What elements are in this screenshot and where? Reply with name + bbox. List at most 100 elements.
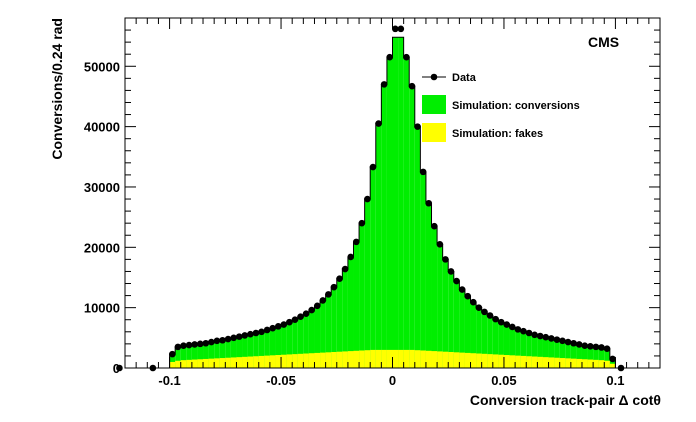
conversions-bar xyxy=(481,311,488,368)
data-point xyxy=(492,315,499,323)
data-point xyxy=(408,82,416,90)
data-point xyxy=(258,328,265,336)
data-point xyxy=(542,333,550,341)
fakes-bar xyxy=(498,354,504,368)
conversions-bar xyxy=(381,84,387,369)
data-point xyxy=(564,338,572,346)
fakes-bar xyxy=(336,351,343,368)
data-point xyxy=(391,25,399,33)
data-point xyxy=(252,329,260,337)
data-point xyxy=(425,199,433,207)
data-point xyxy=(587,342,594,350)
fakes-bar xyxy=(442,351,449,368)
conversions-bar xyxy=(542,337,549,368)
fakes-bar xyxy=(403,349,410,368)
fakes-bar xyxy=(386,349,393,368)
fakes-bar xyxy=(375,349,382,368)
fakes-bar xyxy=(398,349,404,368)
fakes-bar xyxy=(353,350,360,368)
data-point xyxy=(464,292,472,300)
conversions-bar xyxy=(581,345,588,368)
conversions-bar xyxy=(308,310,315,368)
fakes-bar xyxy=(481,353,488,368)
data-point xyxy=(386,53,394,61)
data-point xyxy=(481,308,488,316)
fakes-bar xyxy=(515,355,521,368)
fakes-bar xyxy=(470,353,477,368)
data-point xyxy=(208,338,215,346)
data-point xyxy=(497,318,505,326)
data-point xyxy=(559,337,566,345)
fakes-bar xyxy=(219,358,226,368)
data-point xyxy=(609,355,616,363)
conversions-bar xyxy=(470,302,477,368)
fakes-bar xyxy=(554,357,560,368)
conversions-bar xyxy=(414,126,421,368)
data-point xyxy=(280,321,288,328)
data-point xyxy=(263,326,271,334)
conversions-bar xyxy=(431,226,438,368)
conversions-bar xyxy=(353,241,360,368)
conversions-bar xyxy=(347,256,354,368)
conversions-bar xyxy=(230,337,237,368)
data-point xyxy=(219,336,226,344)
data-point xyxy=(308,306,315,314)
y-tick-label: 20000 xyxy=(84,240,120,255)
fakes-bar xyxy=(453,352,460,368)
fakes-bar xyxy=(526,356,532,368)
fakes-bar xyxy=(180,360,187,368)
fakes-bar xyxy=(342,351,348,368)
conversions-bar xyxy=(437,244,443,368)
conversions-bar xyxy=(487,315,493,368)
conversions-bar xyxy=(520,331,527,368)
data-point xyxy=(297,313,304,321)
data-point xyxy=(230,334,237,342)
legend-label: Data xyxy=(452,72,477,84)
fakes-bar xyxy=(587,359,594,368)
conversions-bar xyxy=(314,305,321,368)
data-point xyxy=(191,341,198,348)
fakes-bar xyxy=(275,355,282,368)
data-point xyxy=(453,277,460,285)
fakes-bar xyxy=(593,359,599,368)
conversions-bar xyxy=(409,86,415,369)
conversions-bar xyxy=(225,339,231,368)
fakes-bar xyxy=(186,359,192,368)
y-tick-label: 0 xyxy=(113,361,120,376)
conversions-bar xyxy=(386,57,393,369)
conversions-bar xyxy=(364,199,371,368)
data-point xyxy=(503,321,511,328)
conversions-bar xyxy=(554,339,560,368)
fakes-bar xyxy=(576,358,582,368)
histogram-layer xyxy=(169,36,616,369)
conversions-bar xyxy=(459,289,465,368)
x-tick-label: -0.05 xyxy=(266,373,296,388)
data-point xyxy=(486,312,494,319)
conversions-bar xyxy=(359,223,365,368)
fakes-bar xyxy=(431,351,438,368)
legend-conversions-swatch xyxy=(422,95,446,114)
conversions-bar xyxy=(453,281,460,368)
conversions-bar xyxy=(498,322,504,368)
fakes-bar xyxy=(503,355,510,368)
data-point xyxy=(313,302,321,310)
conversions-bar xyxy=(420,171,426,368)
conversions-bar xyxy=(303,313,309,368)
conversions-bar xyxy=(531,334,538,368)
data-point xyxy=(548,335,555,342)
conversions-bar xyxy=(214,340,220,368)
data-point xyxy=(380,81,388,88)
data-point xyxy=(598,344,605,351)
data-point xyxy=(403,53,410,61)
data-point xyxy=(224,335,232,343)
y-tick-label: 10000 xyxy=(84,301,120,316)
legend-data-marker xyxy=(430,73,438,81)
data-point xyxy=(247,330,254,338)
conversions-bar xyxy=(509,326,516,368)
x-tick-label: -0.1 xyxy=(158,373,180,388)
data-point xyxy=(525,329,533,337)
conversions-bar xyxy=(448,271,454,368)
data-point xyxy=(347,253,355,261)
data-point xyxy=(375,120,382,127)
conversions-bar xyxy=(258,331,265,368)
